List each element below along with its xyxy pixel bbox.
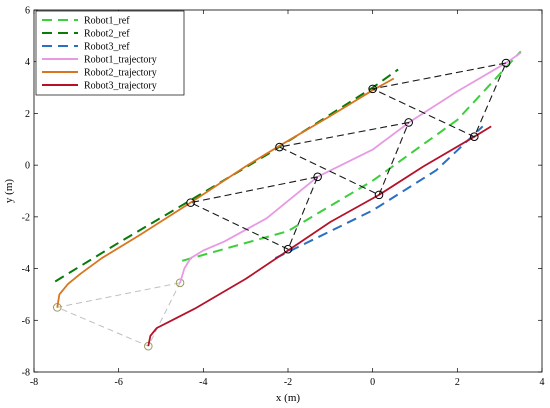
x-tick-label: -6 (114, 377, 122, 388)
legend: Robot1_ref Robot2_ref Robot3_ref Robot1_tra… (35, 10, 185, 96)
y-tick-label: -2 (22, 212, 30, 223)
series-line-robot2-trajectory (56, 77, 395, 308)
robot-position-marker (283, 244, 293, 254)
x-tick-label: 4 (540, 377, 545, 388)
y-tick-label: 4 (25, 57, 30, 68)
legend-label: Robot3_ref (84, 42, 130, 53)
series-line-robot1-trajectory (179, 51, 522, 284)
legend-label: Robot1_trajectory (84, 55, 157, 66)
x-axis: -8 -6 -4 -2 0 2 4 (30, 10, 545, 388)
robot-position-marker (186, 198, 195, 207)
robot-position-marker (368, 84, 377, 94)
y-tick-label: -8 (22, 368, 30, 379)
robot-start-marker (175, 278, 185, 288)
robot-position-marker (275, 142, 284, 152)
formation-triangle-initial (55, 282, 181, 347)
x-tick-label: -2 (284, 377, 292, 388)
y-tick-label: -6 (22, 316, 30, 327)
legend-label: Robot2_ref (84, 29, 130, 40)
legend-label: Robot3_trajectory (84, 81, 157, 92)
series-line-robot3-trajectory (147, 125, 492, 347)
y-tick-label: 6 (25, 6, 30, 17)
series-line-robot3-ref (274, 125, 484, 260)
series-line-robot1-ref (181, 50, 522, 262)
formation-snapshots-dark (186, 58, 511, 254)
x-tick-label: 2 (455, 377, 460, 388)
series-layer (54, 50, 522, 347)
legend-label: Robot1_ref (84, 16, 130, 27)
y-axis: -8 -6 -4 -2 0 2 4 6 (22, 6, 542, 379)
robot-position-marker (313, 172, 322, 182)
legend-label: Robot2_trajectory (84, 68, 157, 79)
robot-position-marker (501, 58, 511, 68)
x-tick-label: 0 (370, 377, 375, 388)
robot-position-marker (404, 118, 413, 127)
y-axis-label: y (m) (3, 179, 15, 203)
plot-frame (33, 9, 543, 373)
y-tick-label: 2 (25, 109, 30, 120)
x-tick-label: -4 (199, 377, 207, 388)
x-axis-label: x (m) (276, 392, 300, 404)
x-tick-label: -8 (30, 377, 38, 388)
y-tick-label: -4 (22, 264, 30, 275)
formation-triangle (277, 121, 410, 196)
robot-position-marker (469, 132, 479, 141)
formation-triangle (370, 62, 507, 138)
y-tick-label: 0 (25, 161, 30, 172)
formation-triangle (188, 176, 319, 250)
robot-position-marker (374, 190, 384, 200)
legend-box (35, 10, 185, 96)
